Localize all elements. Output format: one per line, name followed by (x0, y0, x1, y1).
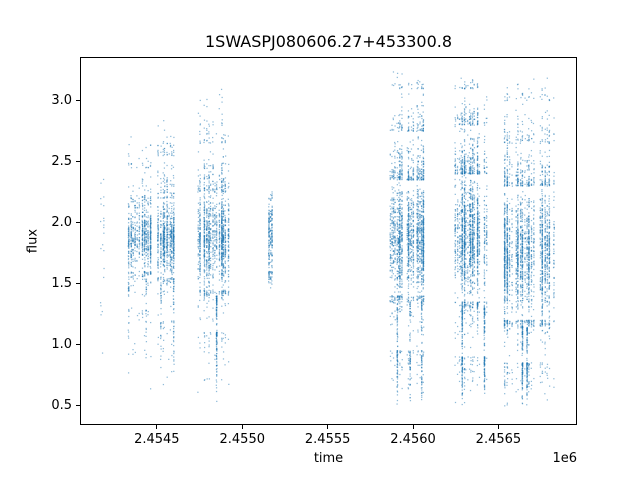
x-tick-mark (497, 425, 499, 429)
y-tick-label: 1.5 (51, 275, 72, 291)
y-axis-label: flux (25, 228, 41, 254)
y-tick-mark (76, 100, 80, 102)
x-tick-mark (156, 425, 158, 429)
y-tick-mark (76, 283, 80, 285)
x-tick-label: 2.4560 (390, 432, 436, 447)
y-tick-mark (76, 344, 80, 346)
chart-title: 1SWASPJ080606.27+453300.8 (204, 32, 453, 51)
y-tick-mark (76, 161, 80, 163)
x-tick-mark (327, 425, 329, 429)
x-tick-label: 2.4555 (304, 432, 351, 447)
x-axis-label: time (313, 451, 344, 466)
scatter-points-canvas (80, 57, 577, 425)
x-tick-label: 2.4545 (134, 432, 180, 447)
x-tick-label: 2.4550 (219, 432, 266, 447)
y-tick-label: 1.0 (51, 336, 72, 352)
x-tick-mark (241, 425, 243, 429)
x-tick-label: 2.4565 (475, 432, 522, 447)
y-tick-label: 2.0 (51, 214, 72, 230)
y-tick-mark (76, 222, 80, 224)
y-tick-mark (76, 405, 80, 406)
x-axis-offset-label: 1e6 (552, 451, 577, 466)
x-tick-mark (412, 425, 414, 429)
y-tick-label: 0.5 (51, 397, 72, 413)
y-tick-label: 2.5 (51, 153, 72, 169)
y-tick-label: 3.0 (51, 92, 72, 108)
